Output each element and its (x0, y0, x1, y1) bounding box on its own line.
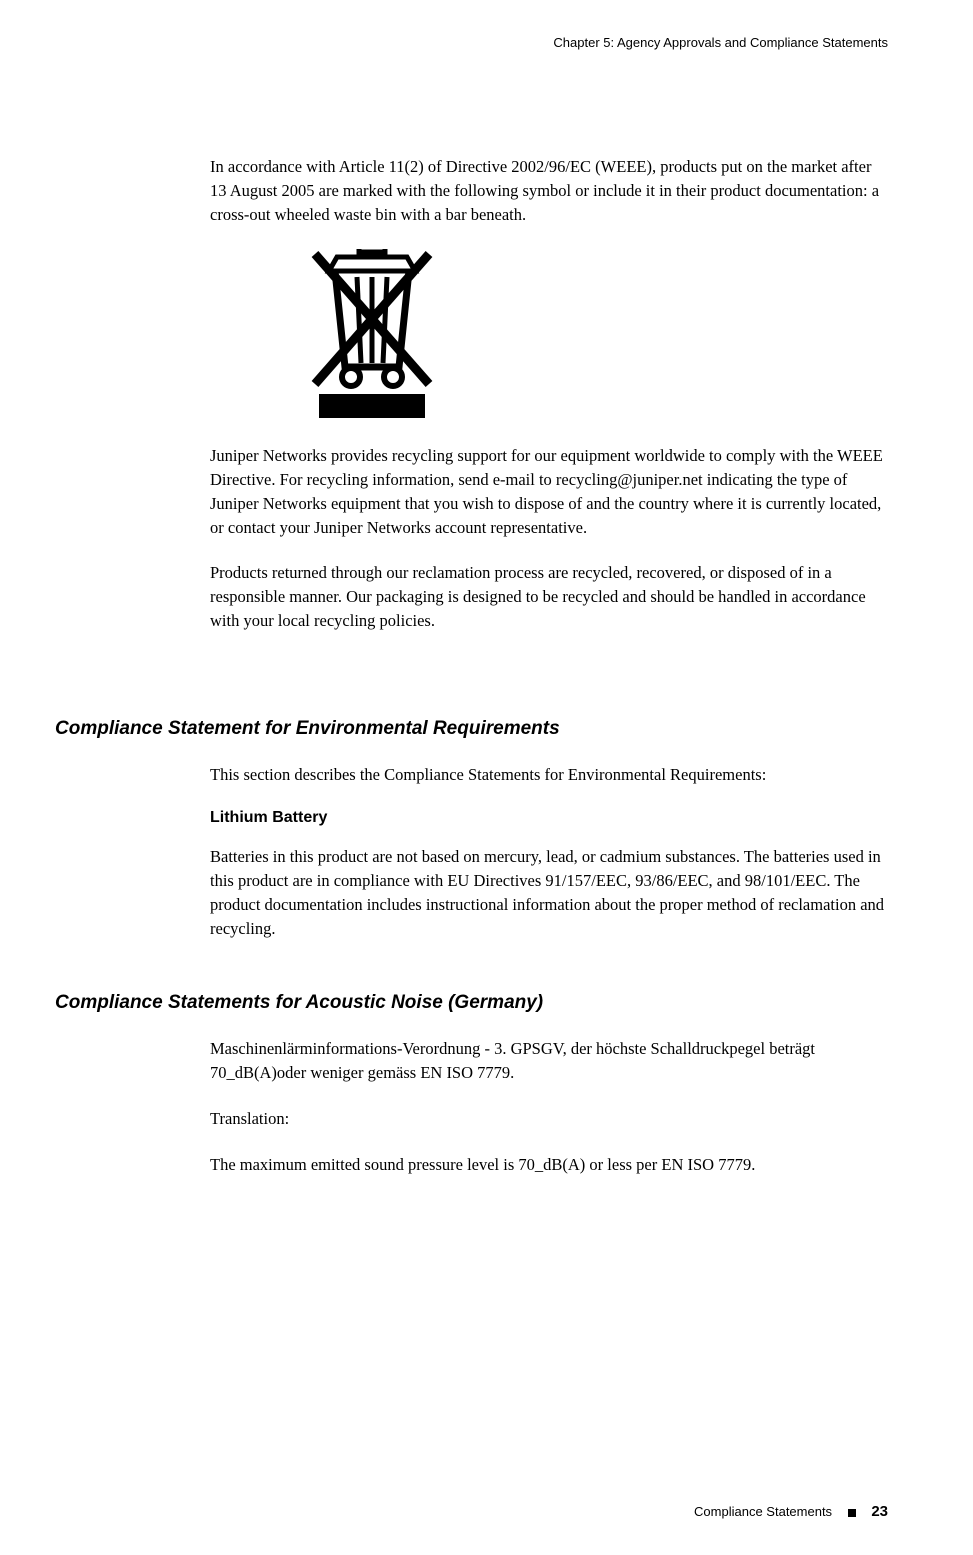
subheading-lithium-battery: Lithium Battery (210, 809, 890, 827)
intro-paragraph-1: In accordance with Article 11(2) of Dire… (210, 155, 890, 227)
footer-section-label: Compliance Statements (694, 1504, 832, 1519)
page-header: Chapter 5: Agency Approvals and Complian… (553, 35, 888, 50)
main-content: In accordance with Article 11(2) of Dire… (210, 155, 890, 655)
intro-paragraph-2: Juniper Networks provides recycling supp… (210, 444, 890, 540)
acoustic-english-text: The maximum emitted sound pressure level… (210, 1153, 890, 1177)
section-heading-acoustic: Compliance Statements for Acoustic Noise… (55, 992, 543, 1014)
lithium-battery-text: Batteries in this product are not based … (210, 845, 890, 941)
section-acoustic-body: Maschinenlärminformations-Verordnung - 3… (210, 1037, 890, 1199)
page-number: 23 (871, 1503, 888, 1520)
page-footer: Compliance Statements 23 (694, 1503, 888, 1520)
environmental-intro: This section describes the Compliance St… (210, 763, 890, 787)
acoustic-german-text: Maschinenlärminformations-Verordnung - 3… (210, 1037, 890, 1085)
intro-paragraph-3: Products returned through our reclamatio… (210, 561, 890, 633)
chapter-title: Chapter 5: Agency Approvals and Complian… (553, 35, 888, 50)
section-heading-environmental: Compliance Statement for Environmental R… (55, 718, 560, 740)
translation-label: Translation: (210, 1107, 890, 1131)
footer-separator-icon (848, 1509, 856, 1517)
section-environmental-body: This section describes the Compliance St… (210, 763, 890, 963)
weee-bin-icon (297, 249, 890, 419)
